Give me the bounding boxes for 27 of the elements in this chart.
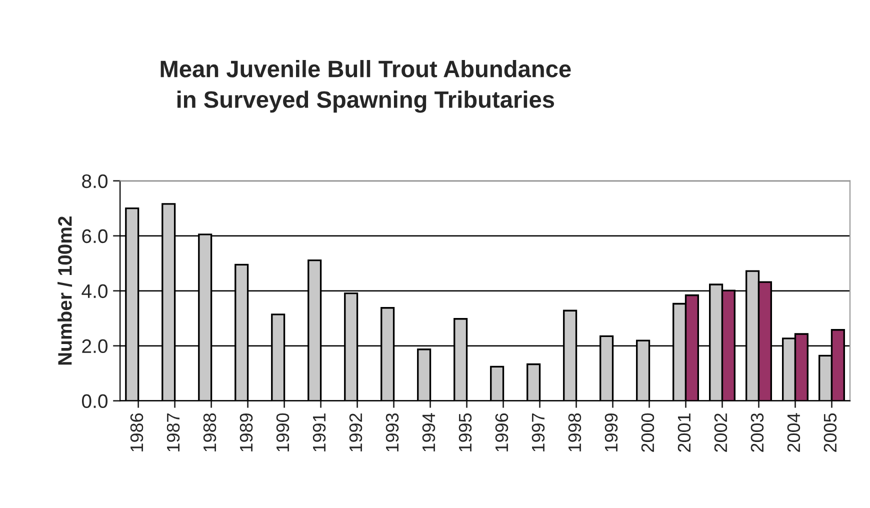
y-axis-title: Number / 100m2 <box>58 216 72 365</box>
y-tick-label: 8.0 <box>82 174 108 188</box>
x-tick-label: 1995 <box>458 413 472 452</box>
x-tick-label: 1987 <box>166 414 180 452</box>
x-tick-label: 1994 <box>422 413 436 452</box>
x-tick-label: 1992 <box>349 414 362 452</box>
x-tick-label: 1989 <box>240 413 253 452</box>
y-tick-label: 2.0 <box>82 339 108 354</box>
x-tick-label: 2000 <box>641 413 654 452</box>
x-tick-label: 1996 <box>495 413 508 452</box>
x-tick-label: 2005 <box>824 413 837 452</box>
x-tick-label: 1986 <box>130 413 144 452</box>
x-tick-label: 1997 <box>532 414 545 452</box>
x-tick-label: 1998 <box>568 413 582 452</box>
x-tick-label: 2001 <box>678 413 691 452</box>
x-tick-label: 1990 <box>276 413 290 452</box>
chart-title: Mean Juvenile Bull Trout Abundance in Surveyed Spawning Tributaries <box>160 60 571 113</box>
x-tick-label: 2004 <box>787 413 800 452</box>
y-tick-label: 6.0 <box>82 229 108 244</box>
x-tick-label: 1988 <box>203 413 216 452</box>
x-tick-label: 2002 <box>714 414 728 452</box>
x-tick-label: 1991 <box>312 413 326 452</box>
y-tick-label: 4.0 <box>82 284 108 298</box>
x-tick-label: 2003 <box>750 413 764 452</box>
x-tick-label: 1999 <box>604 413 618 452</box>
x-tick-label: 1993 <box>386 413 399 452</box>
y-tick-label: 0.0 <box>82 394 108 408</box>
